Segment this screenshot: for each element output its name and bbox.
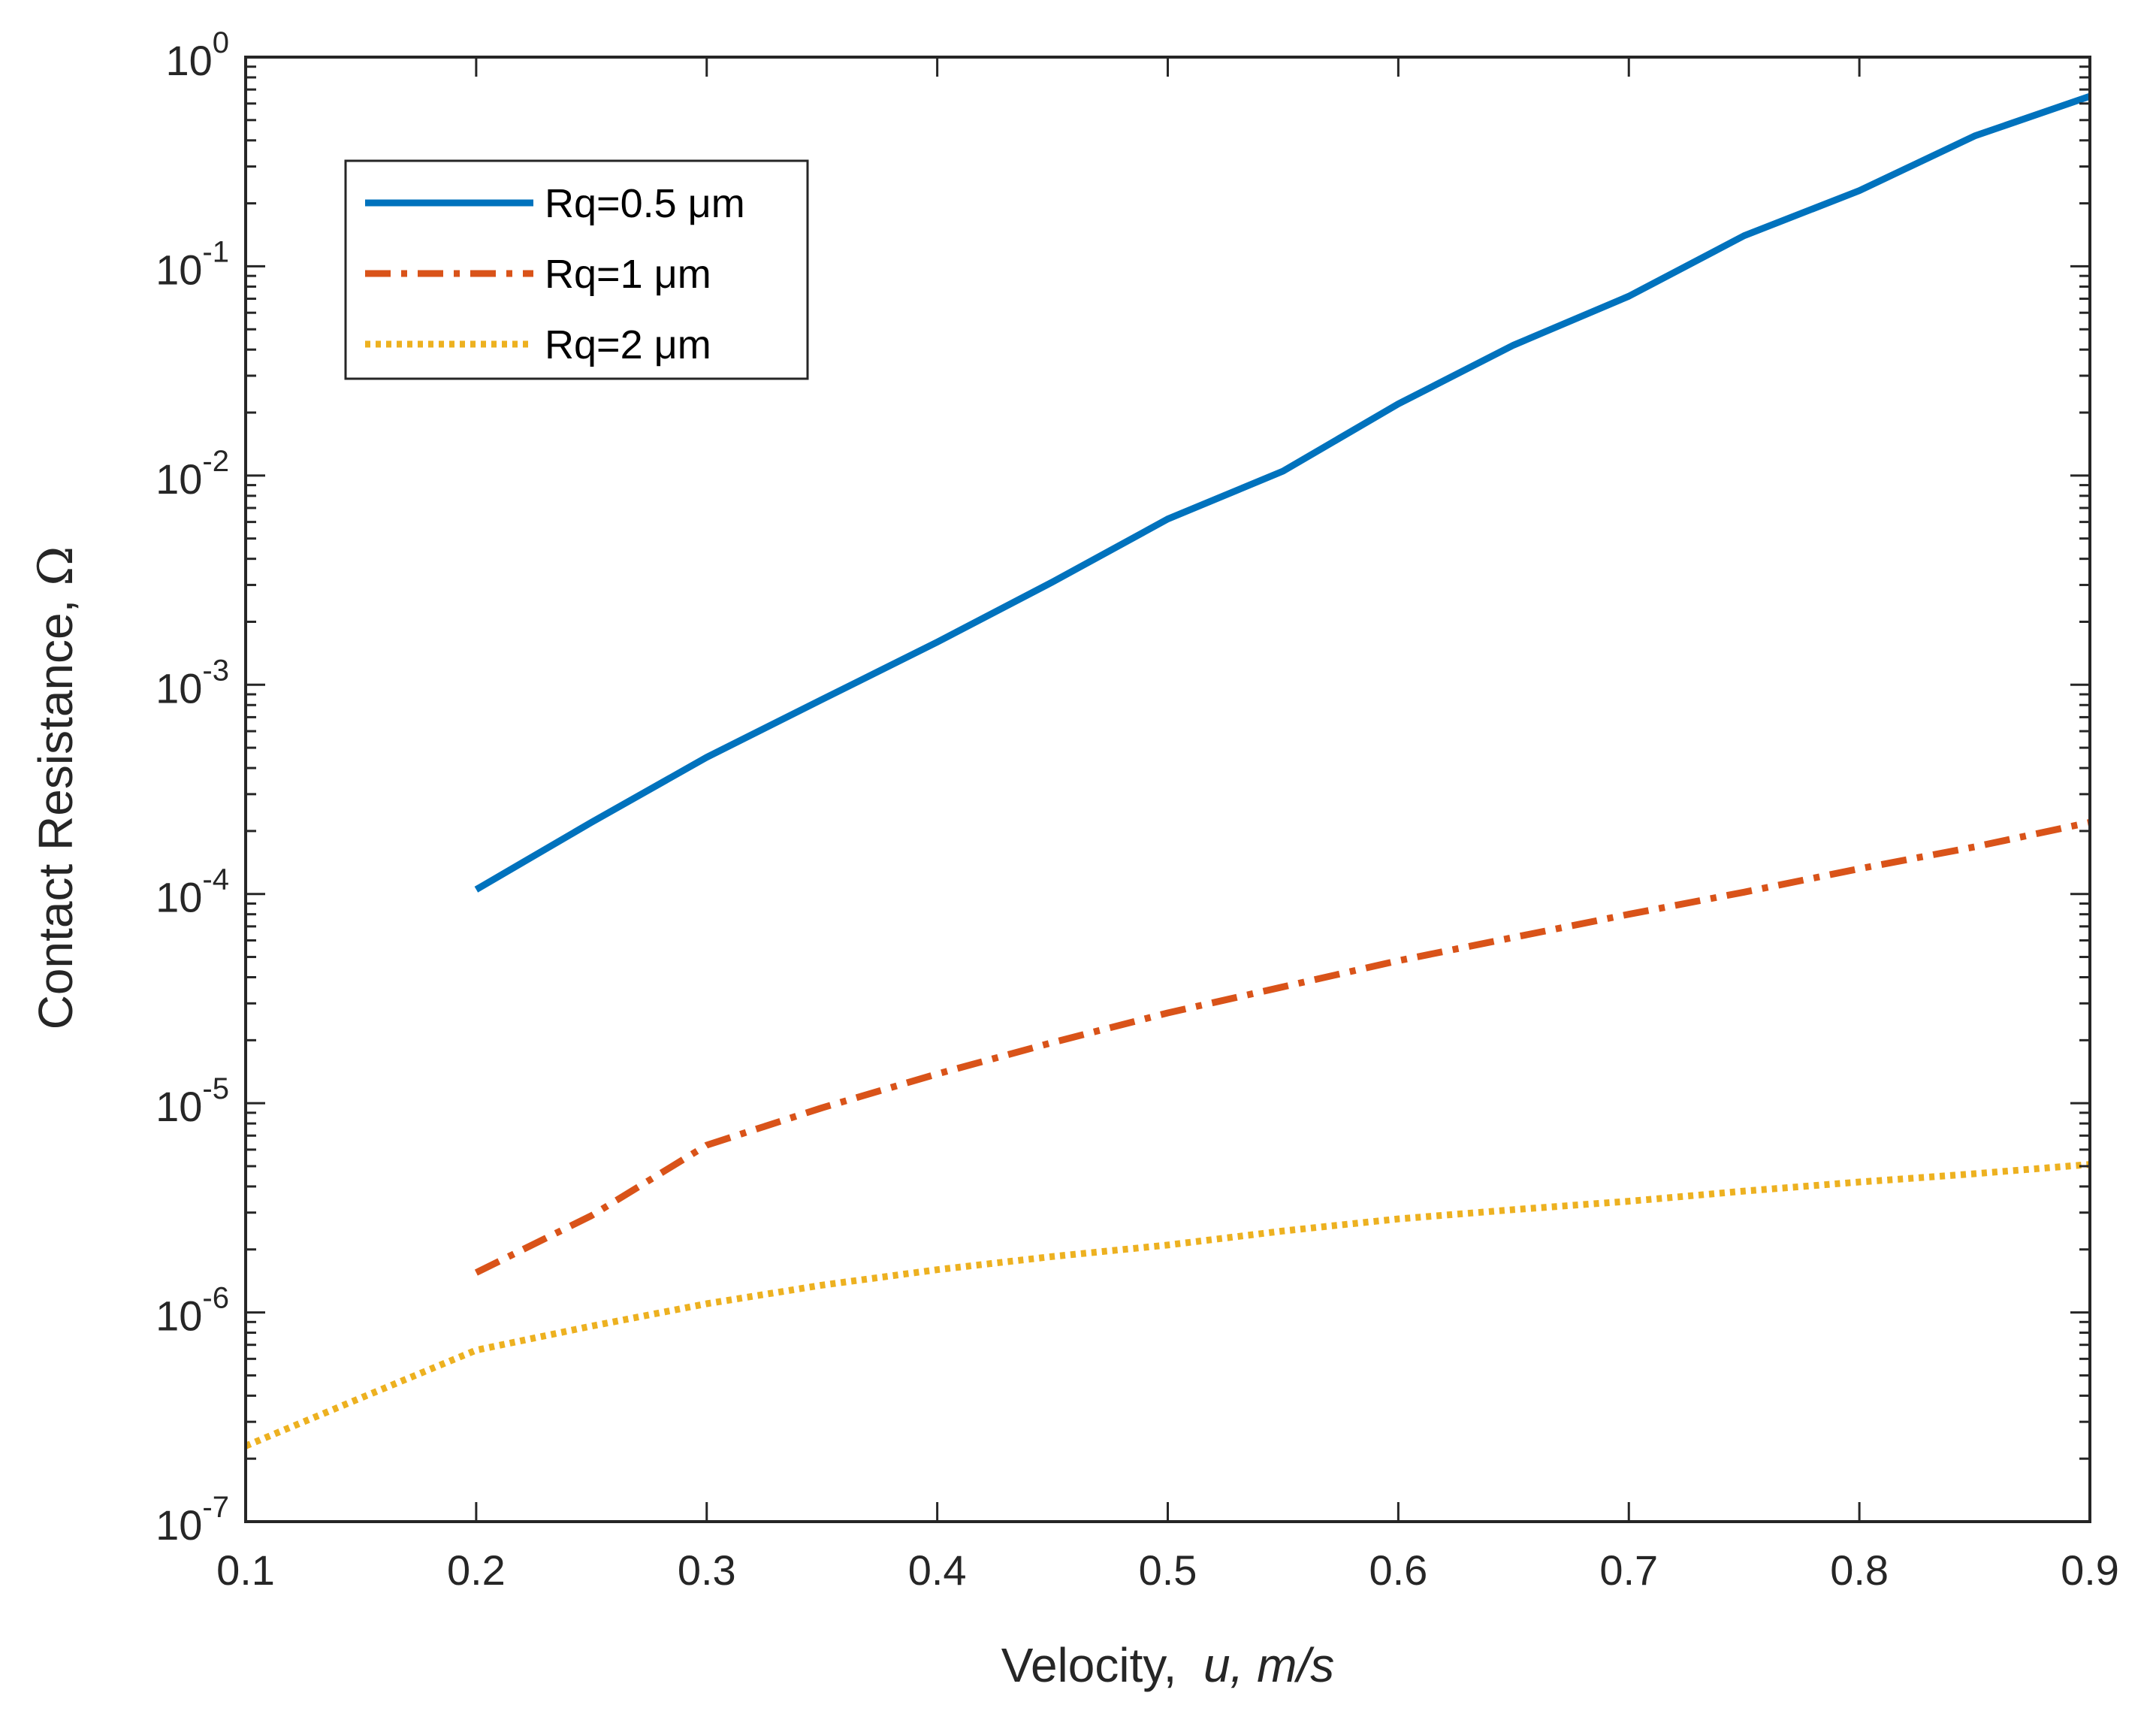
x-tick-label: 0.6 [1369,1546,1427,1594]
y-tick-label: 10-3 [156,654,229,712]
legend-label-2: Rq=1 μm [545,252,711,297]
x-tick-label: 0.3 [678,1546,736,1594]
y-tick-label-base: 10 [165,37,212,84]
x-axis-title-variable: u, m/s [1203,1638,1334,1692]
y-tick-label: 10-7 [156,1491,229,1549]
y-tick-label-base: 10 [156,874,202,921]
series-line-1 [474,92,2091,893]
y-axis-title-prefix: Contact Resistance, [29,586,83,1030]
y-tick-label: 100 [165,26,229,84]
y-tick-label: 10-6 [156,1282,229,1340]
legend-label-text: Rq=1 [545,252,654,297]
y-tick-label-exponent: -3 [202,654,229,687]
legend-label-unit: μm [654,322,711,367]
y-tick-label-exponent: -2 [202,445,229,478]
legend-label-unit: μm [654,252,711,297]
y-tick-label-exponent: 0 [213,26,229,59]
y-tick-label-base: 10 [156,455,202,503]
y-axis-title: Contact Resistance, Ω [29,546,84,1030]
legend-label-3: Rq=2 μm [545,322,711,367]
x-tick-label: 0.1 [216,1546,275,1594]
series-layer [244,92,2091,1449]
y-tick-label: 10-4 [156,863,229,921]
x-tick-label: 0.4 [908,1546,967,1594]
x-tick-label: 0.2 [447,1546,506,1594]
x-tick-label: 0.9 [2061,1546,2119,1594]
y-tick-label-exponent: -6 [202,1282,229,1315]
y-tick-label: 10-1 [156,235,229,293]
y-tick-label-base: 10 [156,1501,202,1549]
legend-label-unit: μm [688,181,745,226]
series-line-3 [244,1161,2091,1449]
x-axis-title: Velocity, u, m/s [1001,1638,1334,1692]
y-tick-label-base: 10 [156,664,202,712]
y-tick-label: 10-5 [156,1072,229,1130]
y-tick-label-exponent: -1 [202,235,229,268]
x-tick-label: 0.8 [1830,1546,1889,1594]
y-tick-label-exponent: -4 [202,863,229,896]
x-tick-label: 0.5 [1139,1546,1197,1594]
ticks-layer: 0.1 0.2 0.3 0.4 0.5 0.6 0.7 0.8 0.910-710-610-51… [156,26,2119,1594]
y-axis-title-unit: Ω [29,546,84,586]
legend-label-1: Rq=0.5 μm [545,181,745,226]
series-line-2 [474,818,2091,1276]
y-tick-label-exponent: -5 [202,1072,229,1105]
legend-label-text: Rq=2 [545,322,654,367]
y-tick-label-base: 10 [156,246,202,293]
y-tick-label-base: 10 [156,1292,202,1340]
y-tick-label: 10-2 [156,445,229,503]
legend-label-text: Rq=0.5 [545,181,688,226]
y-tick-label-base: 10 [156,1083,202,1130]
y-tick-label-exponent: -7 [202,1491,229,1524]
x-tick-label: 0.7 [1599,1546,1658,1594]
x-axis-title-prefix: Velocity, [1001,1638,1203,1692]
